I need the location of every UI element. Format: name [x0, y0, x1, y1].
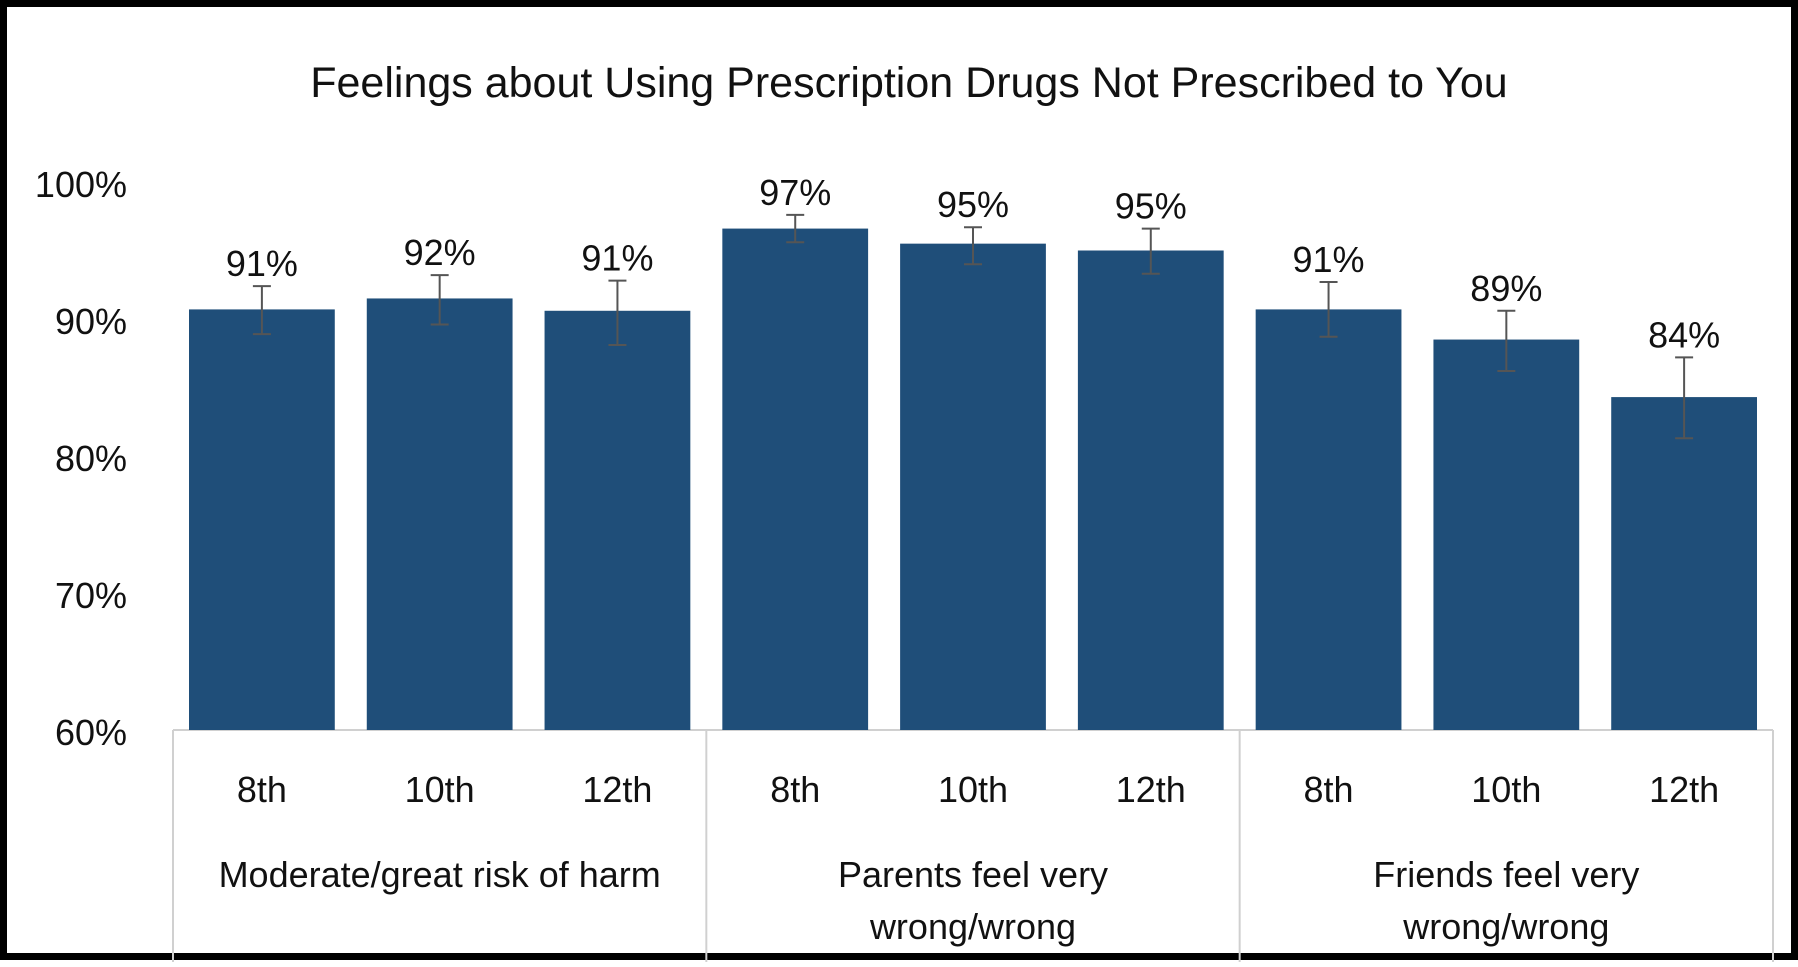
axis-layer: 60% 70% 80% 90% 100% [35, 164, 1774, 962]
bar-chart: Feelings about Using Prescription Drugs … [35, 59, 1774, 962]
category-label: 10th [405, 769, 475, 810]
error-bars-layer [252, 213, 1694, 440]
category-label: 8th [237, 769, 287, 810]
bar [722, 228, 869, 730]
category-label: 12th [1649, 769, 1719, 810]
value-label: 97% [759, 172, 831, 213]
bar [1255, 309, 1402, 730]
y-tick-label: 90% [55, 301, 127, 342]
value-label: 84% [1648, 314, 1720, 355]
value-label: 89% [1470, 268, 1542, 309]
category-label: 12th [1116, 769, 1186, 810]
group-label: wrong/wrong [869, 906, 1076, 947]
y-tick-label: 70% [55, 575, 127, 616]
bar [189, 309, 335, 730]
category-label: 8th [1304, 769, 1354, 810]
group-label: Moderate/great risk of harm [219, 854, 661, 895]
bars-layer [189, 228, 1757, 730]
value-label: 91% [581, 238, 653, 279]
labels-layer: 91% 8th 92% 10th 91% 12th Moderate/great risk … [219, 172, 1721, 947]
bar [366, 298, 513, 730]
value-label: 91% [1293, 239, 1365, 280]
category-label: 8th [770, 769, 820, 810]
y-tick-label: 80% [55, 438, 127, 479]
bar [1077, 250, 1224, 730]
bar [544, 310, 691, 730]
bar [1611, 397, 1757, 730]
value-label: 95% [937, 184, 1009, 225]
chart-title: Feelings about Using Prescription Drugs … [310, 59, 1507, 107]
group-label: wrong/wrong [1402, 906, 1609, 947]
value-label: 91% [226, 243, 298, 284]
group-label: Friends feel very [1373, 854, 1639, 895]
value-label: 92% [404, 232, 476, 273]
category-label: 10th [938, 769, 1008, 810]
bar [900, 243, 1046, 730]
y-tick-label: 100% [35, 164, 127, 205]
value-label: 95% [1115, 186, 1187, 227]
y-tick-label: 60% [55, 712, 127, 753]
category-label: 12th [582, 769, 652, 810]
group-label: Parents feel very [838, 854, 1108, 895]
category-label: 10th [1471, 769, 1541, 810]
bar [1433, 339, 1580, 730]
